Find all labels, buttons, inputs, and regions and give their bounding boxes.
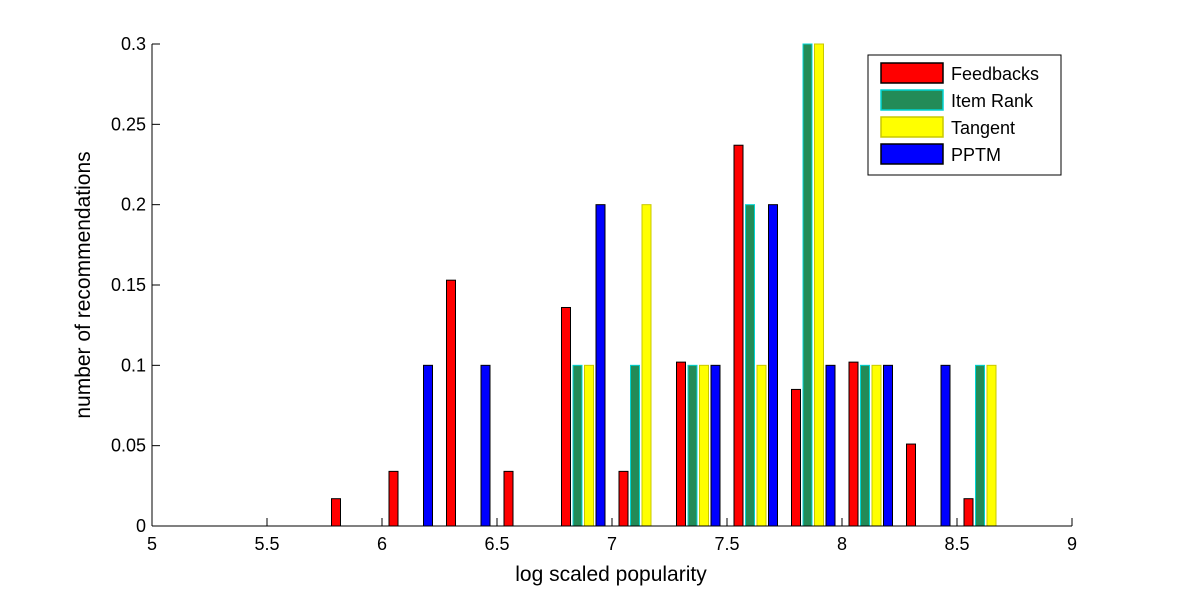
y-tick-label: 0.2 xyxy=(121,195,146,215)
bar-pptm-7 xyxy=(595,204,606,527)
y-tick-label: 0.15 xyxy=(111,275,146,295)
legend-swatch-feedbacks xyxy=(880,62,944,84)
x-tick-label: 8.5 xyxy=(944,534,969,554)
y-tick-label: 0.05 xyxy=(111,436,146,456)
bar-tangent-8 xyxy=(641,204,652,527)
bar-tangent-12 xyxy=(871,364,882,527)
y-tick-label: 0.25 xyxy=(111,114,146,134)
x-tick-label: 8 xyxy=(837,534,847,554)
x-tick-label: 6 xyxy=(377,534,387,554)
bar-item-rank-8 xyxy=(630,364,640,527)
bar-tangent-9 xyxy=(699,364,709,527)
bar-feedbacks-8 xyxy=(618,470,629,527)
bar-item-rank-11 xyxy=(802,43,813,527)
bar-feedbacks-6 xyxy=(503,470,514,527)
legend-label-pptm: PPTM xyxy=(951,145,1001,165)
x-tick-label: 5 xyxy=(147,534,157,554)
bar-feedbacks-14 xyxy=(963,498,974,527)
bar-feedbacks-3 xyxy=(331,498,341,527)
legend-swatch-pptm xyxy=(880,143,944,165)
bar-pptm-12 xyxy=(883,364,893,527)
bar-feedbacks-10 xyxy=(733,144,744,527)
legend-label-tangent: Tangent xyxy=(951,118,1015,138)
x-tick-label: 9 xyxy=(1067,534,1077,554)
bar-pptm-5 xyxy=(480,364,491,527)
bar-pptm-11 xyxy=(825,364,836,527)
bar-tangent-14 xyxy=(986,364,997,527)
legend-label-feedbacks: Feedbacks xyxy=(951,64,1039,84)
bar-feedbacks-4 xyxy=(388,470,399,527)
bar-feedbacks-7 xyxy=(561,306,571,527)
bar-tangent-11 xyxy=(814,43,824,527)
bar-feedbacks-13 xyxy=(906,443,916,527)
bar-pptm-10 xyxy=(768,204,778,527)
bar-item-rank-7 xyxy=(572,364,583,527)
legend-swatch-tangent xyxy=(880,116,944,138)
bar-feedbacks-9 xyxy=(676,361,686,527)
bar-feedbacks-12 xyxy=(848,361,859,527)
x-tick-label: 5.5 xyxy=(254,534,279,554)
bar-feedbacks-5 xyxy=(446,279,456,527)
bars-group xyxy=(331,43,997,527)
y-tick-label: 0.1 xyxy=(121,355,146,375)
bar-item-rank-14 xyxy=(975,364,985,527)
x-axis-label: log scaled popularity xyxy=(515,563,707,586)
bar-item-rank-9 xyxy=(687,364,698,527)
axes-group: 5 5.5 6 6.5 7 7.5 8 8.5 9 0 0.05 0.1 0.15 0.2 0.25 0.3 xyxy=(111,34,1077,554)
bar-pptm-4 xyxy=(423,364,433,527)
bar-item-rank-10 xyxy=(745,204,755,527)
x-tick-label: 6.5 xyxy=(484,534,509,554)
y-tick-label: 0.3 xyxy=(121,34,146,54)
y-axis-label: number of recommendations xyxy=(72,151,95,418)
legend: Feedbacks Item Rank Tangent PPTM xyxy=(867,54,1062,176)
y-tick-label: 0 xyxy=(136,516,146,536)
bar-item-rank-12 xyxy=(860,364,870,527)
x-tick-label: 7.5 xyxy=(714,534,739,554)
bar-pptm-9 xyxy=(710,364,721,527)
x-tick-label: 7 xyxy=(607,534,617,554)
bar-tangent-7 xyxy=(584,364,594,527)
bar-tangent-10 xyxy=(756,364,767,527)
legend-swatch-item-rank xyxy=(880,89,944,111)
bar-pptm-13 xyxy=(940,364,951,527)
legend-label-item-rank: Item Rank xyxy=(951,91,1034,111)
bar-feedbacks-11 xyxy=(791,388,801,527)
